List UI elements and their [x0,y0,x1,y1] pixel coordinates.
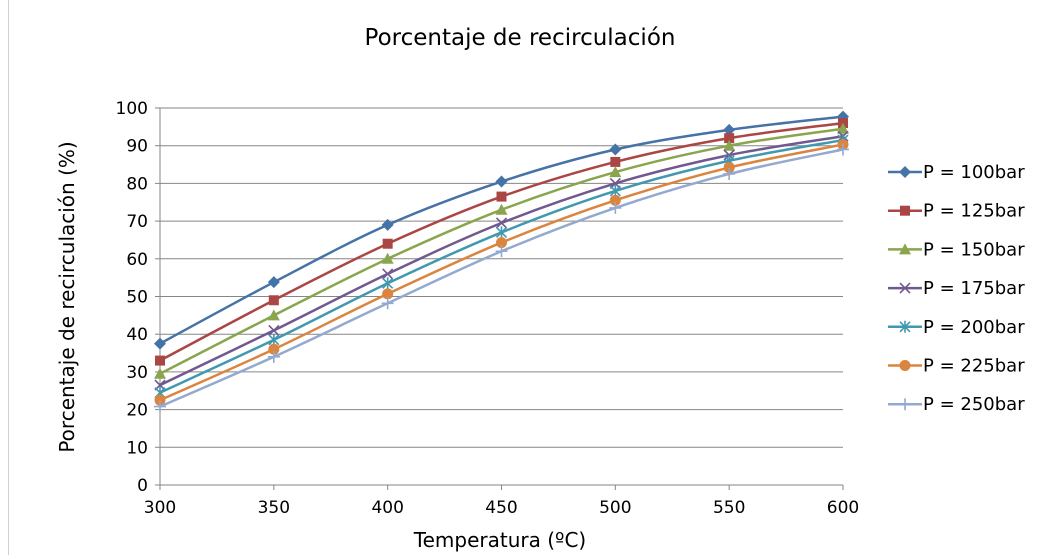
data-point [899,360,911,371]
legend-item: P = 125bar [888,201,1025,222]
legend-item: P = 175bar [888,278,1025,299]
data-point [268,343,280,355]
data-point [609,143,622,156]
data-point [154,400,166,413]
data-point [496,237,507,249]
legend-item: P = 200bar [888,317,1025,338]
data-point [900,205,910,216]
series-5 [154,134,849,399]
series-7 [154,143,849,413]
x-tick-label: 600 [827,498,859,518]
series-line [159,148,844,408]
data-point [495,226,508,239]
x-tick-label: 550 [713,498,745,518]
x-tick-label: 400 [371,498,403,518]
legend-label: P = 200bar [923,317,1025,338]
data-point [495,217,508,229]
y-tick-labels: 0 10 20 30 40 50 60 70 80 90 100 [116,99,148,496]
data-point [899,398,911,411]
data-point [610,156,621,167]
data-point [382,277,394,290]
data-point [899,166,911,178]
data-point [382,268,394,280]
legend-label: P = 175bar [923,278,1025,299]
data-point [723,167,736,180]
data-point [495,245,508,258]
data-point [837,122,849,134]
data-point [609,166,622,178]
y-tick-label: 100 [116,99,148,119]
legend-item: P = 225bar [888,356,1025,377]
legend-label: P = 225bar [923,356,1025,377]
data-point [609,194,621,206]
data-point [496,191,507,202]
page-edge-line [8,0,9,555]
series-line [159,135,844,387]
data-point [899,282,911,294]
legend-item: P = 250bar [888,394,1025,415]
data-point [267,309,280,321]
chart-title: Porcentaje de recirculación [365,25,676,51]
y-tick-label: 40 [126,325,148,345]
legend-label: P = 150bar [923,239,1025,260]
legend-item: P = 150bar [888,239,1025,260]
y-tick-label: 60 [126,250,148,270]
legend-label: P = 125bar [923,201,1025,222]
y-tick-label: 80 [126,174,148,194]
data-point [267,276,280,289]
data-point [381,297,394,310]
data-point [723,162,735,174]
series-group [154,110,849,413]
x-tick-label: 350 [258,498,290,518]
data-point [899,243,911,255]
data-point [899,320,911,333]
data-point [155,355,165,366]
data-point [381,252,394,264]
series-3 [154,122,849,379]
data-point [723,123,736,136]
data-point [723,139,736,151]
data-point [267,350,280,363]
y-tick-label: 50 [126,288,148,308]
axes [155,107,844,490]
legend-label: P = 250bar [923,394,1025,415]
x-tick-label: 500 [599,498,631,518]
x-tick-labels: 300 350 400 450 500 550 600 [144,498,859,518]
data-point [724,133,735,144]
data-point [154,394,166,406]
x-axis-label: Temperatura (ºC) [413,528,586,552]
data-point [154,337,166,350]
data-point [268,324,280,336]
series-6 [154,139,849,406]
data-point [837,143,849,156]
data-point [154,367,166,379]
series-1 [154,110,849,350]
data-point [495,175,508,188]
x-tick-label: 450 [485,498,517,518]
data-point [495,203,508,215]
y-tick-label: 30 [126,363,148,383]
legend: P = 100bar P = 125bar P = 150bar P = 175bar… [888,162,1025,415]
y-tick-label: 70 [126,212,148,232]
y-tick-label: 20 [126,401,148,421]
data-point [268,295,279,306]
data-point [381,218,394,231]
y-axis-label: Porcentaje de recirculación (%) [55,141,79,452]
data-point [609,201,622,214]
y-tick-label: 90 [126,137,148,157]
x-tick-label: 300 [144,498,176,518]
legend-item: P = 100bar [888,162,1025,183]
y-tick-label: 10 [126,438,148,458]
legend-label: P = 100bar [923,162,1025,183]
y-tick-label: 0 [137,476,148,496]
data-point [382,288,394,300]
data-point [382,238,393,249]
